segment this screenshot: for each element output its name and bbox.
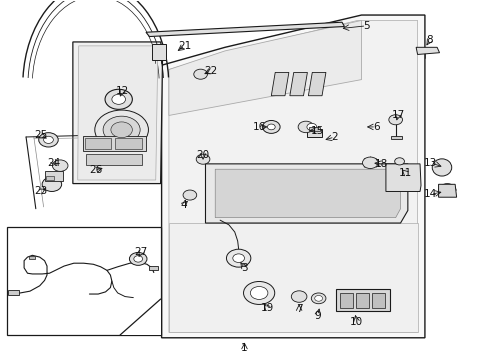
- Circle shape: [314, 296, 322, 301]
- Circle shape: [362, 157, 377, 168]
- Text: 25: 25: [34, 130, 47, 140]
- Text: 20: 20: [196, 150, 209, 160]
- Text: 17: 17: [391, 111, 404, 121]
- Text: 5: 5: [363, 21, 369, 31]
- Text: 22: 22: [204, 66, 218, 76]
- Circle shape: [134, 256, 142, 262]
- Text: 6: 6: [372, 122, 379, 132]
- Polygon shape: [168, 223, 417, 332]
- Text: 27: 27: [134, 247, 147, 257]
- Bar: [84, 138, 111, 149]
- Bar: [371, 293, 384, 308]
- Bar: [29, 256, 35, 259]
- Circle shape: [298, 121, 313, 133]
- Polygon shape: [438, 184, 456, 197]
- Bar: [45, 176, 54, 180]
- Circle shape: [291, 291, 306, 302]
- Circle shape: [262, 121, 280, 134]
- Polygon shape: [385, 164, 420, 192]
- Circle shape: [183, 190, 196, 200]
- Circle shape: [394, 158, 404, 165]
- Circle shape: [103, 116, 140, 143]
- Text: 1: 1: [241, 343, 247, 353]
- Circle shape: [95, 110, 148, 149]
- Bar: [355, 293, 368, 308]
- Text: 24: 24: [48, 158, 61, 168]
- Polygon shape: [308, 72, 325, 96]
- Polygon shape: [271, 72, 288, 96]
- Circle shape: [306, 123, 316, 131]
- Circle shape: [43, 136, 53, 143]
- Text: 12: 12: [116, 86, 129, 96]
- Circle shape: [111, 122, 132, 138]
- Text: 11: 11: [398, 168, 411, 178]
- Circle shape: [232, 254, 244, 262]
- Bar: [6, 227, 160, 335]
- Polygon shape: [215, 169, 400, 218]
- Text: 26: 26: [89, 165, 102, 175]
- Circle shape: [196, 154, 209, 164]
- Bar: [86, 154, 142, 165]
- Bar: [306, 129, 321, 137]
- Bar: [152, 44, 165, 60]
- Text: 16: 16: [252, 122, 265, 132]
- Text: 2: 2: [331, 132, 337, 142]
- Text: 10: 10: [349, 317, 363, 327]
- Text: 8: 8: [426, 35, 432, 45]
- Bar: [335, 289, 389, 311]
- Circle shape: [267, 124, 275, 130]
- Ellipse shape: [431, 159, 451, 176]
- Text: 23: 23: [34, 186, 47, 197]
- Circle shape: [388, 115, 402, 125]
- Bar: [82, 135, 146, 150]
- Text: 7: 7: [295, 304, 302, 314]
- Bar: [339, 293, 352, 308]
- Bar: [115, 138, 142, 149]
- Circle shape: [226, 249, 250, 267]
- Polygon shape: [120, 299, 160, 335]
- Circle shape: [311, 293, 325, 304]
- Text: 21: 21: [178, 41, 191, 50]
- Bar: [149, 266, 158, 270]
- Polygon shape: [168, 21, 361, 116]
- Polygon shape: [161, 15, 424, 338]
- Circle shape: [39, 133, 58, 147]
- Polygon shape: [289, 72, 307, 96]
- Text: 3: 3: [241, 263, 247, 273]
- Polygon shape: [415, 47, 439, 54]
- Circle shape: [112, 94, 125, 104]
- Text: 18: 18: [374, 159, 387, 169]
- Text: 15: 15: [310, 126, 324, 135]
- Polygon shape: [78, 46, 158, 180]
- Text: 9: 9: [314, 311, 320, 320]
- Circle shape: [250, 287, 267, 300]
- Text: 4: 4: [180, 200, 186, 210]
- Circle shape: [129, 252, 147, 265]
- Circle shape: [105, 89, 132, 109]
- Circle shape: [193, 69, 207, 79]
- Circle shape: [42, 177, 61, 192]
- Text: 19: 19: [261, 303, 274, 314]
- Circle shape: [52, 160, 68, 171]
- Bar: [44, 171, 63, 181]
- Bar: [8, 290, 19, 296]
- Text: 13: 13: [423, 158, 436, 168]
- Polygon shape: [205, 164, 407, 223]
- Polygon shape: [168, 21, 417, 332]
- Circle shape: [243, 282, 274, 305]
- Text: 14: 14: [423, 189, 436, 199]
- Bar: [390, 136, 401, 139]
- Polygon shape: [146, 22, 344, 37]
- Polygon shape: [73, 42, 162, 184]
- Bar: [308, 127, 319, 131]
